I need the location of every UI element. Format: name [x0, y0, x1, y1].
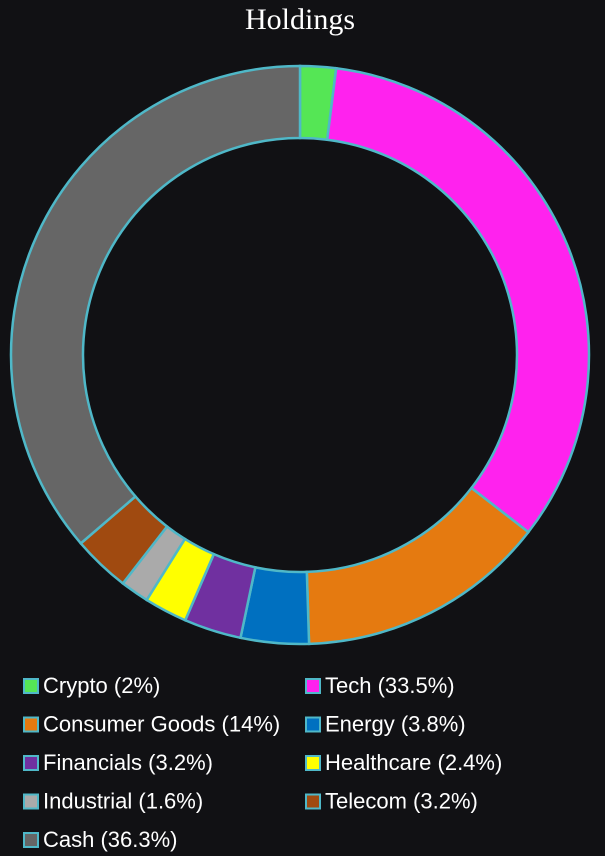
legend-swatch	[23, 832, 39, 848]
legend-label: Cash (36.3%)	[43, 827, 178, 852]
legend-swatch	[23, 755, 39, 771]
legend-label: Consumer Goods (14%)	[43, 711, 280, 736]
donut-segment	[9, 64, 302, 546]
donut-segment	[325, 66, 591, 534]
legend-label: Industrial (1.6%)	[43, 788, 203, 813]
legend-label: Healthcare (2.4%)	[325, 750, 502, 775]
legend-label: Tech (33.5%)	[325, 673, 455, 698]
legend-label: Energy (3.8%)	[325, 711, 466, 736]
legend-label: Crypto (2%)	[43, 673, 160, 698]
legend-swatch	[305, 755, 321, 771]
legend-swatch	[305, 793, 321, 810]
legend-swatch	[23, 716, 39, 733]
legend-label: Financials (3.2%)	[43, 750, 213, 775]
legend-swatch	[23, 678, 39, 694]
legend-swatch	[305, 678, 321, 694]
chart-title: Holdings	[245, 3, 355, 36]
legend-swatch	[305, 716, 321, 733]
legend-label: Telecom (3.2%)	[325, 788, 478, 813]
legend-swatch	[23, 793, 39, 810]
